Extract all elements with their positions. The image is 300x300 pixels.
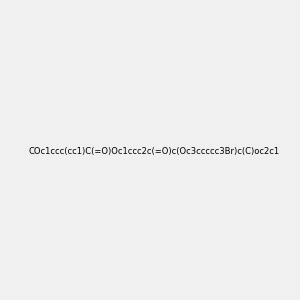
Text: COc1ccc(cc1)C(=O)Oc1ccc2c(=O)c(Oc3ccccc3Br)c(C)oc2c1: COc1ccc(cc1)C(=O)Oc1ccc2c(=O)c(Oc3ccccc3… [28, 147, 279, 156]
